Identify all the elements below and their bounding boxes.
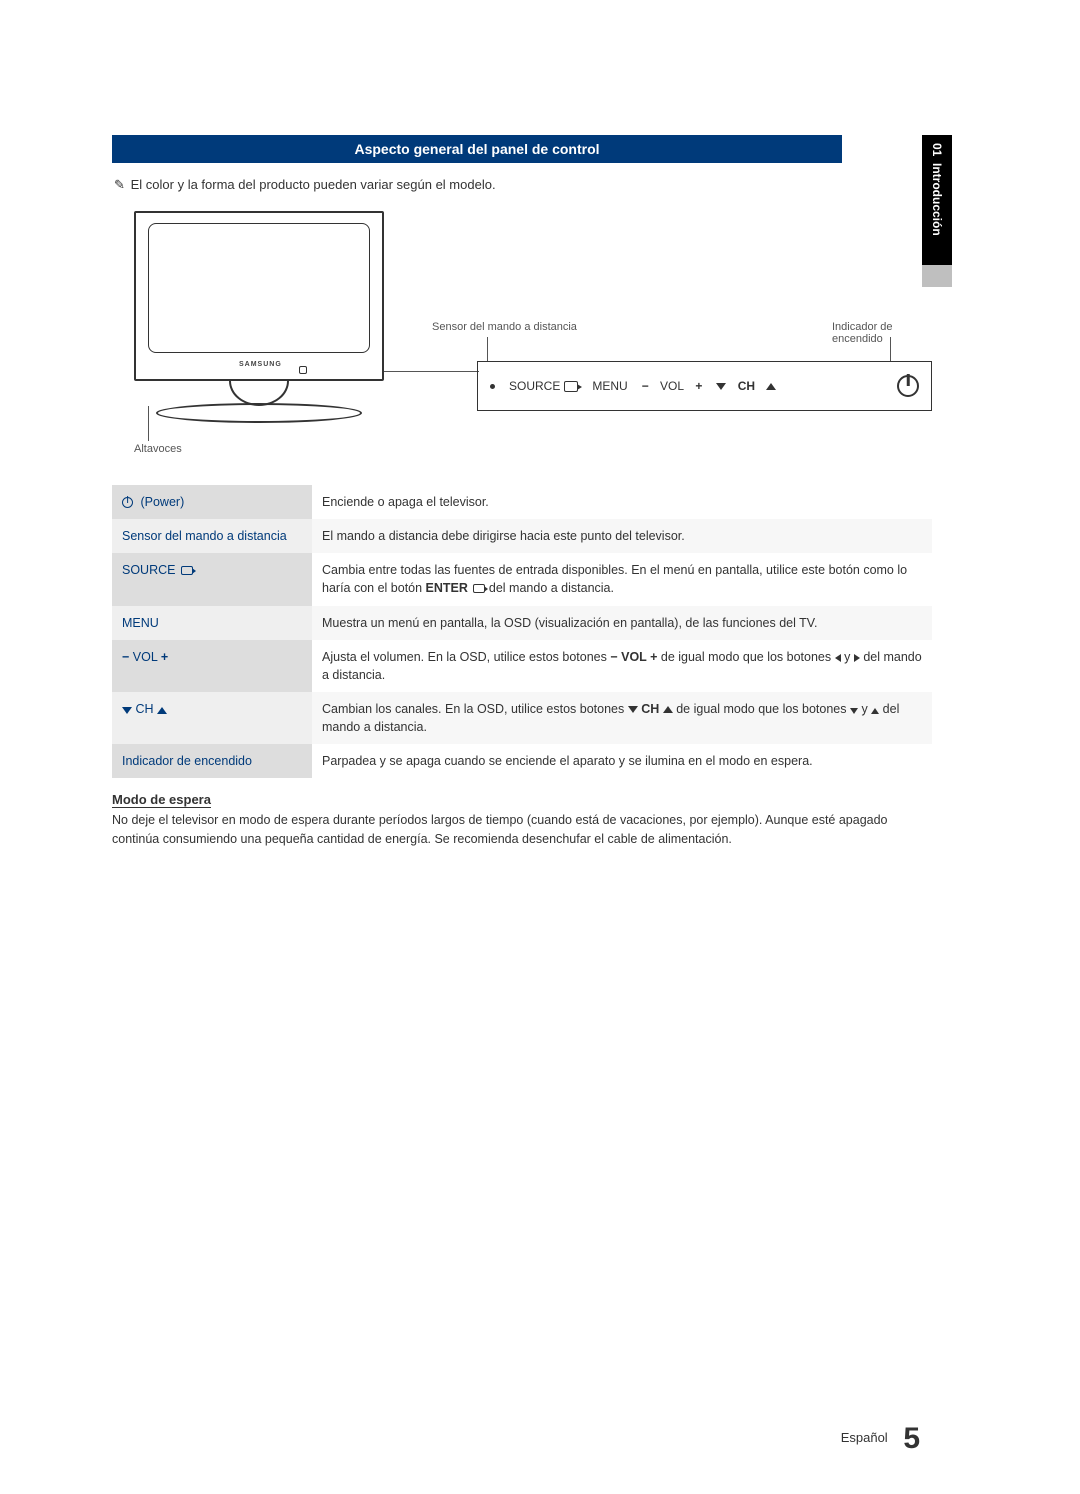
leader-tv-to-panel (384, 371, 479, 372)
table-desc: Muestra un menú en pantalla, la OSD (vis… (312, 606, 932, 640)
tv-illustration: SAMSUNG (134, 211, 384, 426)
leader-speakers (148, 406, 149, 441)
table-row: (Power) Enciende o apaga el televisor. (112, 485, 932, 519)
power-icon (897, 375, 919, 397)
source-icon (564, 381, 578, 392)
table-row: Indicador de encendido Parpadea y se apa… (112, 744, 932, 778)
table-key-source: SOURCE (112, 553, 312, 605)
panel-ch-label: CH (738, 379, 755, 393)
table-desc-pre: Ajusta el volumen. En la OSD, utilice es… (322, 650, 610, 664)
tv-sensor-dot (299, 366, 307, 374)
front-panel-diagram: SAMSUNG Sensor del mando a distancia Ind… (112, 211, 932, 471)
table-row: SOURCE Cambia entre todas las fuentes de… (112, 553, 932, 605)
page-footer: Español 5 (841, 1422, 920, 1456)
panel-ch: CH (716, 379, 776, 393)
table-desc: Parpadea y se apaga cuando se enciende e… (312, 744, 932, 778)
label-speakers: Altavoces (134, 443, 182, 455)
tv-stand-base (156, 403, 362, 423)
chevron-down-icon (716, 383, 726, 390)
table-desc-pre: Cambia entre todas las fuentes de entrad… (322, 563, 907, 595)
table-desc: Cambia entre todas las fuentes de entrad… (312, 553, 932, 605)
panel-menu-label: MENU (592, 379, 627, 393)
panel-vol-label: VOL (660, 379, 684, 393)
tv-brand-logo: SAMSUNG (239, 361, 282, 368)
table-desc: Cambian los canales. En la OSD, utilice … (312, 692, 932, 744)
page-number: 5 (903, 1422, 920, 1455)
tv-screen (148, 223, 370, 353)
chevron-up-icon (663, 706, 673, 713)
panel-source-label: SOURCE (509, 379, 560, 393)
label-power-indicator: Indicador de encendido (832, 321, 932, 345)
table-key-text: (Power) (140, 495, 184, 509)
panel-vol: − VOL + (642, 379, 703, 393)
table-desc: Ajusta el volumen. En la OSD, utilice es… (312, 640, 932, 692)
enter-label: ENTER (426, 581, 468, 595)
section-banner-title: Aspecto general del panel de control (354, 141, 599, 157)
table-desc-post: del mando a distancia. (489, 581, 614, 595)
triangle-left-icon (835, 654, 841, 662)
table-desc-mid: de igual modo que los botones (661, 650, 835, 664)
triangle-down-icon (850, 708, 858, 714)
table-key-text: CH (135, 702, 153, 716)
panel-menu: MENU (592, 379, 627, 393)
control-description-table: (Power) Enciende o apaga el televisor. S… (112, 485, 932, 778)
table-row: Sensor del mando a distancia El mando a … (112, 519, 932, 553)
chevron-up-icon (157, 707, 167, 714)
note-icon: ✎ (112, 177, 127, 193)
triangle-right-icon (854, 654, 860, 662)
source-icon (181, 566, 193, 575)
table-key-text: SOURCE (122, 563, 175, 577)
table-desc: Enciende o apaga el televisor. (312, 485, 932, 519)
panel-source: SOURCE (509, 379, 578, 393)
table-key-ch: CH (112, 692, 312, 744)
triangle-up-icon (871, 708, 879, 714)
note-text: El color y la forma del producto pueden … (131, 177, 496, 192)
section-banner: Aspecto general del panel de control (112, 135, 842, 163)
front-panel-strip: SOURCE MENU − VOL + CH (477, 361, 932, 411)
table-key-text: VOL (133, 650, 158, 664)
sidebar-section-number: 01 (930, 143, 944, 156)
chevron-up-icon (766, 383, 776, 390)
table-row: MENU Muestra un menú en pantalla, la OSD… (112, 606, 932, 640)
vol-inline: VOL (621, 650, 646, 664)
table-row: − VOL + Ajusta el volumen. En la OSD, ut… (112, 640, 932, 692)
chevron-down-icon (628, 706, 638, 713)
table-desc-pre: Cambian los canales. En la OSD, utilice … (322, 702, 628, 716)
enter-icon (473, 584, 485, 593)
leader-sensor (487, 337, 488, 361)
power-icon (122, 497, 133, 508)
chevron-down-icon (122, 707, 132, 714)
table-key-indicator: Indicador de encendido (112, 744, 312, 778)
sidebar-section-title: Introducción (930, 163, 944, 236)
table-key-vol: − VOL + (112, 640, 312, 692)
leader-power-indicator (890, 337, 891, 361)
table-key-menu: MENU (112, 606, 312, 640)
table-key-sensor: Sensor del mando a distancia (112, 519, 312, 553)
table-desc: El mando a distancia debe dirigirse haci… (312, 519, 932, 553)
ch-inline: CH (641, 702, 659, 716)
footer-language: Español (841, 1430, 888, 1445)
manual-page: 01 Introducción Aspecto general del pane… (0, 0, 1080, 1494)
table-key-power: (Power) (112, 485, 312, 519)
table-desc-mid: de igual modo que los botones (676, 702, 850, 716)
table-row: CH Cambian los canales. En la OSD, utili… (112, 692, 932, 744)
label-remote-sensor: Sensor del mando a distancia (432, 321, 577, 333)
note-line: ✎ El color y la forma del producto puede… (112, 177, 948, 193)
standby-heading: Modo de espera (112, 792, 948, 807)
standby-text: No deje el televisor en modo de espera d… (112, 811, 932, 849)
panel-sensor-dot (490, 384, 495, 389)
